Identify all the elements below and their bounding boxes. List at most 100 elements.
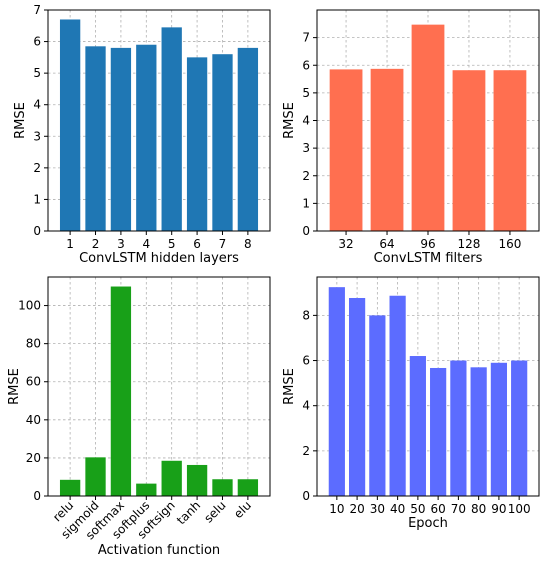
bar-8 <box>237 47 259 232</box>
y-tick-label: 2 <box>302 169 310 183</box>
y-tick-label: 7 <box>33 3 41 17</box>
bar-100 <box>511 360 528 496</box>
y-tick-label: 20 <box>26 451 41 465</box>
bar-softmax <box>110 286 132 496</box>
y-tick-label: 2 <box>33 161 41 175</box>
x-tick-label: 128 <box>458 237 481 251</box>
bar-tanh <box>186 464 208 496</box>
bar-elu <box>237 479 259 496</box>
x-tick-label: 6 <box>193 237 201 251</box>
bar-7 <box>212 54 233 232</box>
chart-panel-2: 0 1 2 3 4 5 6 7 32 64 96 128 160 ConvLSTM filters RMSE <box>282 9 540 266</box>
bar-128 <box>452 70 486 231</box>
plot-frame <box>47 276 271 497</box>
x-tick-label: 64 <box>379 237 394 251</box>
y-tick-label: 4 <box>302 114 310 128</box>
bar-5 <box>161 27 182 231</box>
x-tick-label: 70 <box>451 502 466 516</box>
y-axis-label: RMSE <box>13 102 28 139</box>
x-tick-label: 5 <box>168 237 176 251</box>
y-tick-label: 4 <box>33 98 41 112</box>
x-tick-label: 20 <box>349 502 364 516</box>
chart-panel-1: 0 1 2 3 4 5 6 7 1 2 3 4 5 6 7 8 ConvLSTM hidden layers RM… <box>13 3 271 266</box>
y-tick-label: 0 <box>302 489 310 503</box>
bar-relu <box>59 479 81 496</box>
y-axis-label: RMSE <box>282 368 297 405</box>
x-tick-label: 40 <box>390 502 405 516</box>
chart-panel-4: 0 2 4 6 8 10 20 30 40 50 60 70 80 90 100 Epoch RMSE <box>282 276 540 531</box>
x-axis-label: Epoch <box>408 516 448 531</box>
bar-90 <box>490 362 508 496</box>
x-tick-label: selu <box>201 498 228 525</box>
bar-sigmoid <box>85 457 106 496</box>
y-axis-label: RMSE <box>282 102 297 139</box>
bar-80 <box>470 367 487 496</box>
y-tick-label: 4 <box>302 399 310 413</box>
y-tick-label: 1 <box>33 192 41 206</box>
x-tick-label: 90 <box>491 502 506 516</box>
x-axis-label: Activation function <box>98 543 220 558</box>
y-tick-label: 6 <box>302 354 310 368</box>
bar-60 <box>430 367 447 496</box>
y-tick-label: 1 <box>302 196 310 210</box>
bar-1 <box>59 19 81 231</box>
y-tick-label: 100 <box>18 299 41 313</box>
bar-160 <box>493 70 527 231</box>
y-tick-label: 2 <box>302 444 310 458</box>
bar-softsign <box>161 460 182 496</box>
x-tick-label: 4 <box>142 237 150 251</box>
bar-30 <box>369 315 386 496</box>
y-tick-label: 0 <box>33 224 41 238</box>
x-tick-label: 8 <box>244 237 252 251</box>
bar-50 <box>409 356 426 496</box>
x-tick-label: 32 <box>338 237 353 251</box>
x-tick-label: 160 <box>498 237 521 251</box>
x-tick-label: tanh <box>174 498 203 527</box>
x-axis-label: ConvLSTM filters <box>374 251 483 266</box>
bar-softplus <box>136 483 157 496</box>
x-tick-label: elu <box>231 498 254 521</box>
bar-2 <box>85 46 106 231</box>
y-tick-label: 3 <box>302 141 310 155</box>
bar-3 <box>110 47 132 232</box>
x-tick-label: 10 <box>329 502 344 516</box>
bar-6 <box>186 57 208 231</box>
x-tick-label: 100 <box>508 502 531 516</box>
x-tick-label: 3 <box>117 237 125 251</box>
plot-frame <box>316 276 540 497</box>
bar-selu <box>212 479 233 496</box>
y-tick-label: 6 <box>33 35 41 49</box>
bar-40 <box>389 295 406 496</box>
x-tick-label: 96 <box>420 237 435 251</box>
bar-20 <box>348 297 366 496</box>
x-axis-label: ConvLSTM hidden layers <box>79 251 239 266</box>
bar-4 <box>136 44 157 231</box>
y-tick-label: 8 <box>302 308 310 322</box>
x-tick-label: 50 <box>410 502 425 516</box>
plot-frame <box>47 9 271 232</box>
chart-panel-3: 020406080100relusigmoidsoftmaxsoftplusso… <box>7 276 271 558</box>
x-tick-label: 60 <box>430 502 445 516</box>
y-tick-label: 3 <box>33 129 41 143</box>
y-tick-label: 0 <box>33 489 41 503</box>
bar-32 <box>329 69 363 231</box>
y-tick-label: 5 <box>302 86 310 100</box>
x-tick-label: 80 <box>471 502 486 516</box>
y-tick-label: 80 <box>26 337 41 351</box>
bar-96 <box>411 24 445 231</box>
bar-10 <box>328 287 345 496</box>
bar-64 <box>370 68 404 231</box>
x-tick-label: 7 <box>219 237 227 251</box>
y-tick-label: 60 <box>26 375 41 389</box>
y-tick-label: 40 <box>26 413 41 427</box>
bar-70 <box>450 360 467 496</box>
y-tick-label: 5 <box>33 66 41 80</box>
y-tick-label: 6 <box>302 58 310 72</box>
y-axis-label: RMSE <box>7 368 22 405</box>
x-tick-label: 30 <box>370 502 385 516</box>
x-tick-label: 1 <box>66 237 74 251</box>
y-tick-label: 7 <box>302 31 310 45</box>
x-tick-label: 2 <box>92 237 100 251</box>
y-tick-label: 0 <box>302 224 310 238</box>
